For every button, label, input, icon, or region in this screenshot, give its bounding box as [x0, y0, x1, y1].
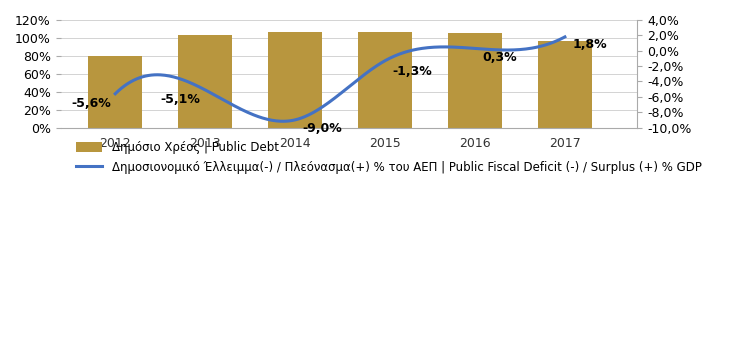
Bar	[358, 32, 412, 127]
Text: 1,8%: 1,8%	[572, 39, 607, 51]
Bar	[88, 56, 142, 127]
Legend: Δημόσιο Χρέος | Public Debt, Δημοσιονομικό Έλλειμμα(-) / Πλεόνασμα(+) % του ΑΕΠ : Δημόσιο Χρέος | Public Debt, Δημοσιονομι…	[73, 138, 705, 177]
Text: -5,1%: -5,1%	[161, 93, 201, 106]
Bar	[448, 32, 502, 127]
Bar	[538, 41, 592, 127]
Text: 0,3%: 0,3%	[482, 51, 517, 64]
Text: -1,3%: -1,3%	[392, 64, 432, 77]
Text: -5,6%: -5,6%	[71, 97, 111, 110]
Bar	[178, 35, 232, 127]
Bar	[268, 32, 322, 127]
Text: -9,0%: -9,0%	[302, 122, 342, 135]
